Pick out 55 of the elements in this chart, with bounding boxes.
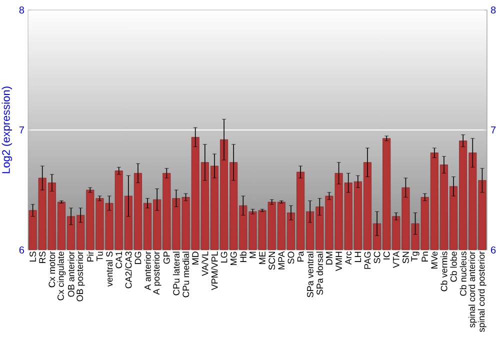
- x-tick-label: LS: [30, 252, 36, 262]
- x-tick-label: Cb nucleus: [460, 252, 466, 296]
- x-tick-label: VMH: [336, 252, 342, 272]
- x-tick-label: ventral S: [106, 252, 113, 287]
- x-tick-label: Tg: [411, 252, 420, 262]
- x-tick-label: MG: [230, 252, 237, 265]
- x-tick-label: CPu lateral: [172, 252, 180, 296]
- y-tick-label: 7: [19, 126, 24, 134]
- x-tick-label: OB anterior: [68, 251, 74, 297]
- y-tick-label: 8: [19, 6, 24, 14]
- x-tick-label: VA/VL: [202, 251, 208, 276]
- x-tick-label: OB posterior: [76, 251, 85, 302]
- y-axis-title: Log2 (expression): [2, 86, 12, 174]
- y2-tick-label: 8: [490, 6, 496, 14]
- x-tick-label: DM: [326, 252, 332, 264]
- x-tick-label: MPA: [278, 251, 285, 270]
- x-tick-label: CPu medial: [182, 252, 190, 298]
- x-tick-label: A anterior: [144, 251, 151, 290]
- x-tick-label: SCN: [268, 252, 276, 270]
- x-tick-label: CA1: [116, 252, 122, 268]
- y2-tick-label: 7: [491, 126, 496, 134]
- x-tick-label: Cb vermis: [440, 252, 448, 292]
- x-tick-label: VTA: [393, 251, 400, 268]
- x-tick-label: Pir: [86, 251, 94, 262]
- x-tick-label: SO: [288, 252, 294, 264]
- x-tick-label: SPa ventral: [306, 252, 314, 298]
- x-tick-label: ME: [259, 252, 266, 264]
- x-tick-label: MVe: [431, 252, 438, 268]
- x-tick-label: Cx cingulate: [57, 252, 66, 300]
- x-tick-label: IC: [383, 252, 390, 260]
- x-tick-label: PAG: [364, 252, 371, 269]
- x-tick-label: MD: [192, 252, 198, 264]
- x-tick-label: Hb: [240, 252, 246, 262]
- x-tick-label: LG: [220, 252, 228, 262]
- x-tick-label: A posterior: [152, 251, 162, 295]
- x-tick-label: SN: [402, 252, 409, 264]
- x-tick-label: spinal cord anterior: [468, 251, 477, 328]
- x-tick-label: GP: [163, 252, 170, 264]
- x-tick-label: Arc: [345, 251, 352, 265]
- x-tick-label: RS: [39, 252, 46, 263]
- x-tick-label: Cb lobe: [450, 252, 457, 282]
- x-tick-label: Pa: [297, 251, 304, 262]
- x-tick-label: DG: [134, 252, 142, 264]
- x-tick-label: CA2/CA3: [125, 252, 132, 288]
- x-tick-label: SPa dorsal: [316, 252, 323, 295]
- x-tick-label: Tu: [96, 252, 103, 262]
- x-tick-label: VPM/VPL: [211, 251, 218, 290]
- y2-tick-label: 6: [491, 246, 496, 254]
- x-tick-label: spinal cord posterior: [478, 251, 486, 332]
- x-tick-label: LH: [354, 252, 361, 262]
- x-tick-label: M: [250, 252, 256, 258]
- x-tick-label: Cx motor: [48, 251, 56, 288]
- x-tick-label: Pn: [422, 252, 428, 262]
- y-tick-label: 6: [19, 246, 24, 254]
- x-tick-label: SC: [374, 252, 380, 264]
